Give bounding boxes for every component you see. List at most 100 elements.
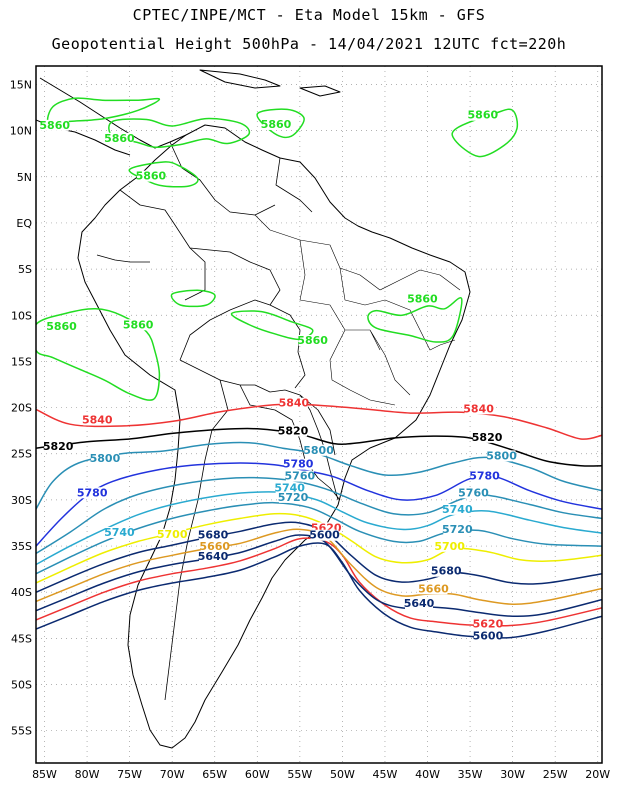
map-title-line-1: CPTEC/INPE/MCT - Eta Model 15km - GFS	[132, 6, 486, 24]
latitude-tick-label: 10N	[10, 125, 32, 138]
contour-label-background	[105, 132, 134, 144]
contour-label-background	[443, 524, 472, 536]
longitude-tick-label: 30W	[500, 768, 525, 781]
longitude-labels: 85W 80W 75W 70W 65W 60W 55W 50W 45W 40W 35W 30W 25W 2…	[32, 768, 610, 781]
contour-label-5660: 5660	[199, 540, 230, 553]
latitude-tick-label: 15S	[11, 355, 32, 368]
longitude-tick-label: 55W	[287, 768, 312, 781]
contour-label-background	[464, 403, 493, 415]
contour-label-background	[405, 598, 434, 610]
longitude-tick-label: 40W	[415, 768, 440, 781]
contour-label-5720: 5720	[442, 523, 473, 536]
contour-label-background	[312, 522, 341, 534]
contour-5860	[108, 117, 251, 148]
contour-label-5860: 5860	[39, 119, 70, 132]
contour-5740	[36, 491, 602, 566]
contour-label-5600: 5600	[473, 629, 504, 642]
contour-label-background	[279, 491, 308, 503]
contour-label-5700: 5700	[434, 540, 465, 553]
contour-label-background	[310, 529, 339, 541]
contour-5860	[170, 289, 216, 308]
land-outlines	[36, 69, 471, 749]
contour-label-background	[470, 470, 499, 482]
contour-label-background	[90, 453, 119, 465]
longitude-tick-label: 70W	[160, 768, 185, 781]
contour-label-background	[200, 540, 229, 552]
contour-label-background	[279, 425, 308, 437]
contour-label-background	[105, 526, 134, 538]
latitude-tick-label: 30S	[11, 494, 32, 507]
contour-5860	[367, 296, 463, 343]
longitude-tick-label: 45W	[373, 768, 398, 781]
contour-label-background	[298, 334, 327, 346]
contour-label-5740: 5740	[442, 503, 473, 516]
south-america-coastline	[77, 124, 471, 749]
contour-label-5780: 5780	[77, 486, 108, 499]
contour-5840	[36, 403, 602, 440]
contour-5760	[36, 476, 602, 555]
contour-label-5680: 5680	[198, 529, 229, 542]
latitude-tick-label: 25S	[11, 448, 32, 461]
contour-label-5740: 5740	[104, 526, 135, 539]
longitude-tick-label: 65W	[202, 768, 227, 781]
contour-label-background	[473, 618, 502, 630]
contour-label-5860: 5860	[468, 109, 499, 122]
latitude-tick-label: 50S	[11, 679, 32, 692]
contour-label-5800: 5800	[90, 452, 121, 465]
contour-label-5840: 5840	[463, 402, 494, 415]
contour-label-background	[279, 397, 308, 409]
contour-label-background	[262, 118, 291, 130]
brazil-state-borders	[254, 214, 461, 406]
latitude-tick-label: 45S	[11, 632, 32, 645]
contour-label-background	[473, 630, 502, 642]
latitude-tick-label: 15N	[10, 78, 32, 91]
contour-label-background	[136, 170, 165, 182]
latitude-labels: 15N 10N 5N EQ 5S 10S 15S 20S 25S 30S 35S 40S 45S 50S 5…	[10, 78, 33, 737]
map-title-line-2: Geopotential Height 500hPa - 14/04/2021 …	[51, 35, 567, 53]
contour-label-background	[443, 503, 472, 515]
contour-label-5600: 5600	[309, 529, 340, 542]
contour-label-5800: 5800	[303, 444, 334, 457]
contour-5860	[46, 97, 161, 125]
contour-5620	[36, 537, 602, 627]
contour-label-background	[435, 540, 464, 552]
latitude-tick-label: 40S	[11, 586, 32, 599]
contour-label-background	[408, 293, 437, 305]
latitude-tick-label: 20S	[11, 402, 32, 415]
longitude-tick-label: 75W	[117, 768, 142, 781]
plot-frame	[35, 65, 603, 764]
contour-label-background	[47, 321, 76, 333]
contour-label-background	[199, 529, 228, 541]
contour-label-5640: 5640	[404, 597, 435, 610]
longitude-tick-label: 60W	[245, 768, 270, 781]
contour-5860	[451, 108, 519, 158]
contour-label-5860: 5860	[297, 334, 328, 347]
contour-label-background	[419, 583, 448, 595]
contour-label-5640: 5640	[198, 550, 229, 563]
contour-5640	[36, 534, 602, 618]
height-contours	[36, 97, 602, 639]
contour-label-background	[199, 550, 228, 562]
longitude-tick-label: 85W	[32, 768, 57, 781]
contour-label-background	[304, 444, 333, 456]
latitude-tick-label: 10S	[11, 309, 32, 322]
longitude-tick-label: 25W	[543, 768, 568, 781]
contour-label-5820: 5820	[278, 424, 309, 437]
contour-label-5680: 5680	[431, 565, 462, 578]
contour-label-background	[40, 119, 69, 131]
contour-label-background	[275, 482, 304, 494]
contour-label-5620: 5620	[473, 617, 504, 630]
latitude-tick-label: 55S	[11, 725, 32, 738]
latitude-tick-label: 5S	[18, 263, 32, 276]
contour-label-background	[459, 487, 488, 499]
country-borders	[96, 141, 341, 701]
contour-label-5780: 5780	[283, 458, 314, 471]
contour-label-5660: 5660	[418, 582, 449, 595]
hispaniola-outline	[299, 85, 341, 97]
contour-label-5820: 5820	[472, 431, 503, 444]
contour-label-background	[83, 414, 112, 426]
contour-label-background	[473, 431, 502, 443]
longitude-tick-label: 20W	[585, 768, 610, 781]
contour-5860	[256, 108, 305, 139]
contour-label-background	[78, 487, 107, 499]
